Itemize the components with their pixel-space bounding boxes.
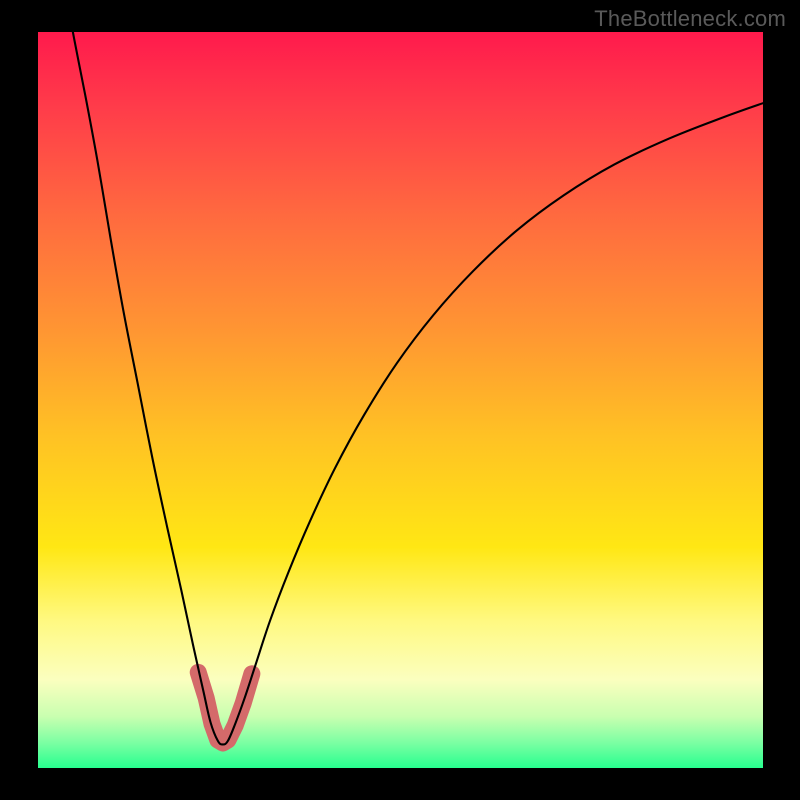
curve-layer bbox=[38, 32, 763, 768]
plot-region bbox=[38, 32, 763, 768]
bottleneck-curve bbox=[65, 32, 763, 744]
watermark-text: TheBottleneck.com bbox=[594, 6, 786, 32]
